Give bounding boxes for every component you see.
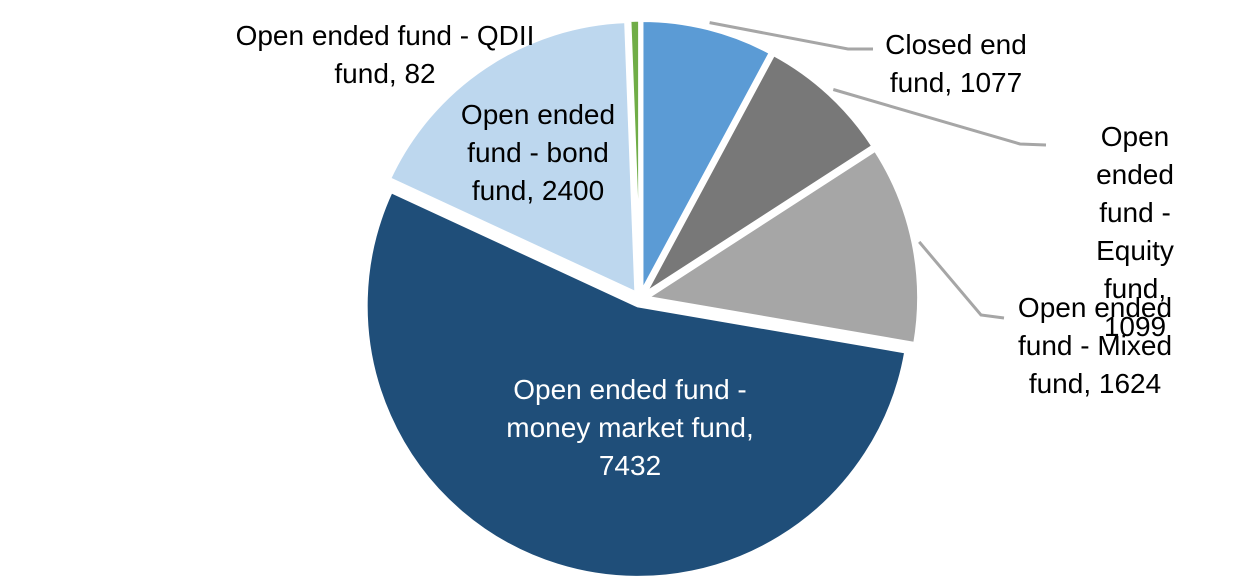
slice-label-closed-end-fund: Closed end fund, 1077 — [885, 29, 1027, 98]
pie-slice-closed-end-fund[interactable] — [639, 18, 773, 294]
pie-slice-qdii-fund[interactable] — [627, 18, 642, 294]
pie-slice-equity-fund[interactable] — [643, 52, 875, 296]
leader-line-equity-fund — [832, 88, 1047, 147]
pie-slice-mixed-fund[interactable] — [645, 148, 921, 346]
slice-label-equity-fund: Open ended fund - Equity fund, 1099 — [1096, 121, 1174, 342]
slice-label-bond-fund: Open ended fund - bond fund, 2400 — [460, 99, 616, 206]
slice-label-qdii-fund: Open ended fund - QDII fund, 82 — [235, 20, 535, 89]
pie-slice-money-market-fund[interactable] — [364, 189, 908, 580]
leader-line-closed-end-fund — [709, 21, 873, 51]
slice-label-mixed-fund: Open ended fund - Mixed fund, 1624 — [1017, 292, 1173, 399]
pie-slice-bond-fund[interactable] — [387, 19, 638, 295]
leader-line-mixed-fund — [918, 240, 1005, 320]
slice-label-money-market-fund: Open ended fund - money market fund, 743… — [506, 374, 754, 481]
